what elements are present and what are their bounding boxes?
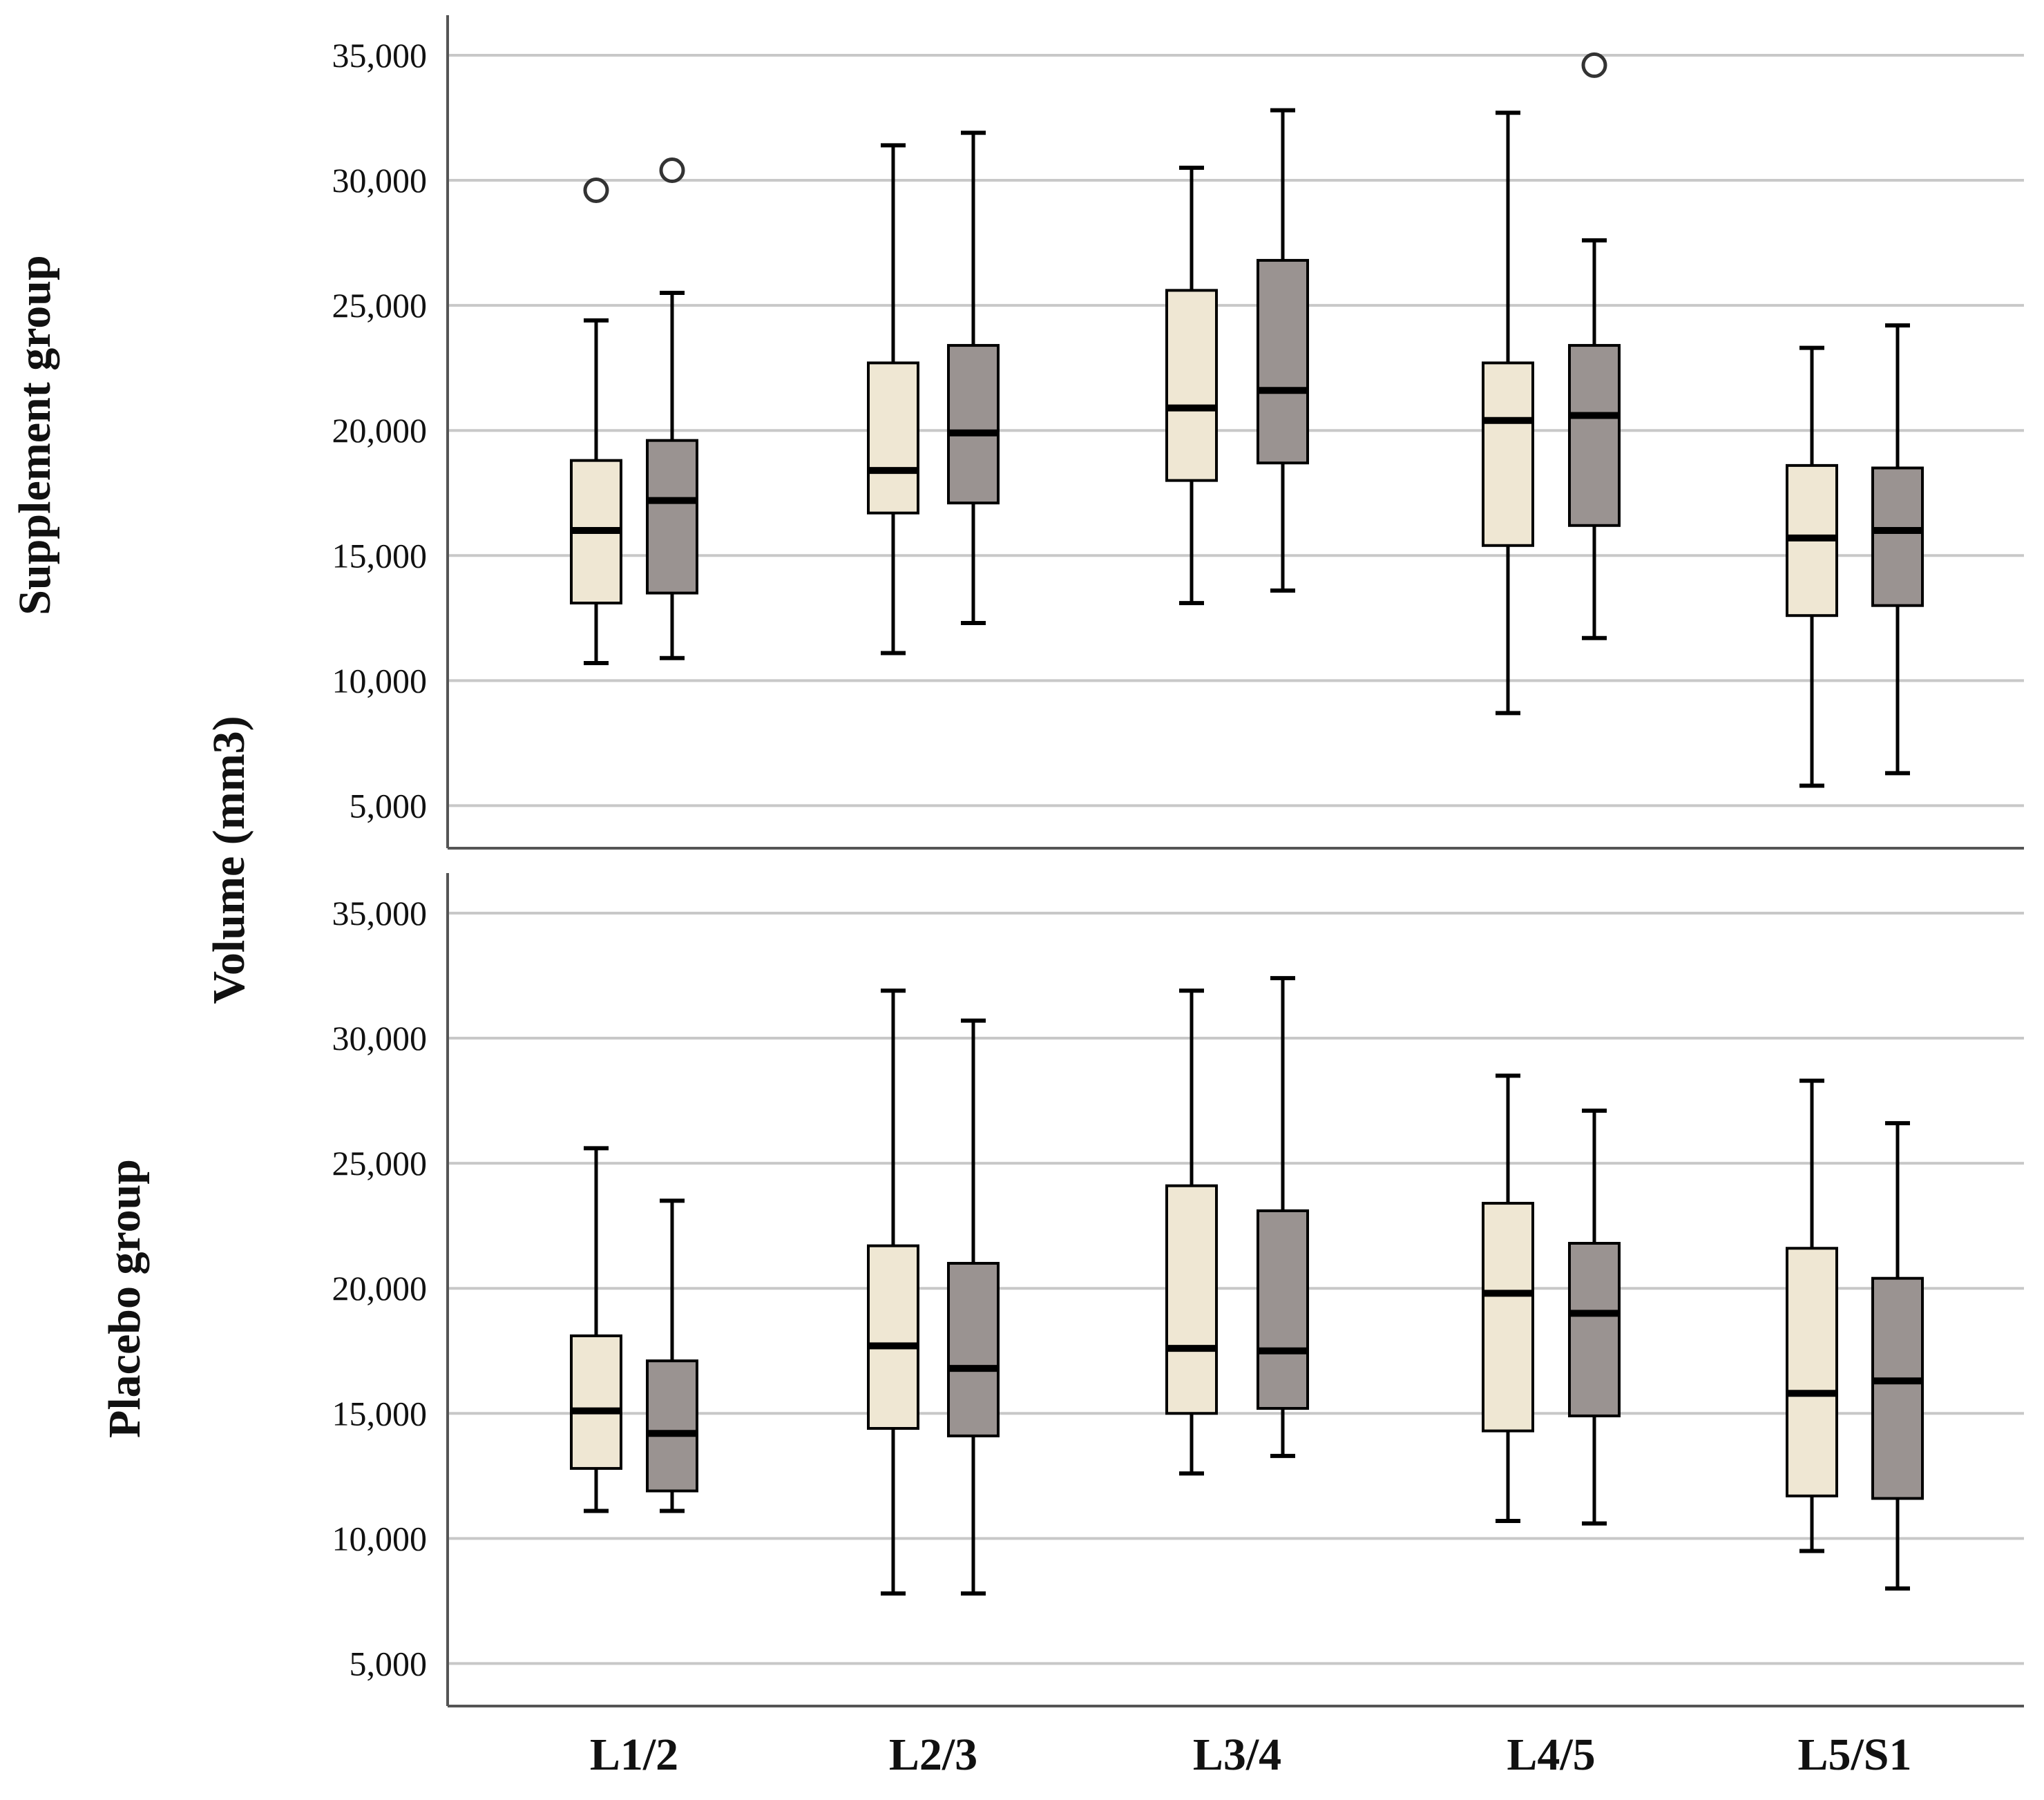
box-1-3-1 — [1568, 1109, 1621, 1526]
box-1-0-0 — [570, 1146, 622, 1513]
iqr-box — [1257, 1209, 1309, 1410]
axes-layer — [446, 15, 2024, 1707]
iqr-box — [867, 361, 919, 515]
outlier-point-0 — [1581, 52, 1607, 78]
box-1-3-0 — [1482, 1073, 1534, 1523]
box-0-3-1 — [1568, 52, 1621, 640]
panel-label-placebo: Placebo group — [99, 1159, 150, 1438]
x-category-label-4: L5/S1 — [1797, 1730, 1911, 1780]
x-category-label-3: L4/5 — [1507, 1730, 1595, 1780]
y-tick-label-1-0: 5,000 — [350, 1644, 428, 1683]
box-1-1-0 — [867, 988, 919, 1596]
gridlines-layer — [448, 53, 2024, 1665]
box-0-0-0 — [570, 178, 622, 665]
y-tick-label-1-3: 20,000 — [332, 1269, 428, 1308]
box-0-2-0 — [1165, 165, 1218, 606]
y-tick-label-1-4: 25,000 — [332, 1144, 428, 1183]
y-tick-label-1-5: 30,000 — [332, 1019, 428, 1057]
box-1-2-1 — [1257, 976, 1309, 1458]
y-tick-label-1-2: 15,000 — [332, 1394, 428, 1433]
iqr-box — [646, 439, 698, 595]
y-tick-label-0-5: 30,000 — [332, 161, 428, 200]
box-1-4-1 — [1871, 1121, 1924, 1591]
boxes-layer — [570, 52, 1924, 1596]
x-category-label-1: L2/3 — [889, 1730, 977, 1780]
y-tick-label-0-3: 20,000 — [332, 411, 428, 450]
iqr-box — [1871, 1276, 1924, 1500]
iqr-box — [1482, 1202, 1534, 1433]
outlier-point-0 — [583, 178, 609, 204]
iqr-box — [570, 1334, 622, 1470]
y-tick-label-0-0: 5,000 — [350, 786, 428, 825]
iqr-box — [1482, 361, 1534, 547]
iqr-box — [947, 1261, 1000, 1437]
box-0-0-1 — [646, 157, 698, 660]
outlier-point-0 — [659, 157, 685, 184]
y-tick-label-0-1: 10,000 — [332, 661, 428, 700]
box-0-2-1 — [1257, 108, 1309, 593]
y-axis-title: Volume (mm3) — [204, 716, 254, 1004]
box-1-0-1 — [646, 1198, 698, 1513]
box-0-4-1 — [1871, 323, 1924, 776]
iqr-box — [1568, 344, 1621, 527]
iqr-box — [1568, 1242, 1621, 1417]
y-tick-label-0-2: 15,000 — [332, 536, 428, 575]
y-tick-label-0-4: 25,000 — [332, 286, 428, 325]
iqr-box — [1257, 258, 1309, 465]
box-0-4-0 — [1786, 345, 1838, 788]
y-tick-label-1-6: 35,000 — [332, 894, 428, 932]
y-tick-label-0-6: 35,000 — [332, 36, 428, 75]
iqr-box — [646, 1359, 698, 1493]
box-0-1-0 — [867, 143, 919, 655]
x-category-label-2: L3/4 — [1193, 1730, 1281, 1780]
x-category-label-0: L1/2 — [590, 1730, 678, 1780]
iqr-box — [867, 1244, 919, 1430]
y-tick-label-1-1: 10,000 — [332, 1519, 428, 1558]
iqr-box — [1165, 1184, 1218, 1415]
iqr-box — [947, 344, 1000, 505]
iqr-box — [1786, 1247, 1838, 1497]
panel-label-supplement: Supplement group — [10, 255, 60, 615]
labels-layer: 5,000 10,000 15,000 20,000 25,000 30,000 35,00… — [332, 36, 1912, 1780]
box-0-3-0 — [1482, 111, 1534, 716]
box-1-1-1 — [947, 1018, 1000, 1596]
box-1-4-0 — [1786, 1078, 1838, 1553]
box-0-1-1 — [947, 131, 1000, 626]
iqr-box — [1871, 466, 1924, 607]
iqr-box — [1165, 289, 1218, 482]
box-1-2-0 — [1165, 988, 1218, 1476]
